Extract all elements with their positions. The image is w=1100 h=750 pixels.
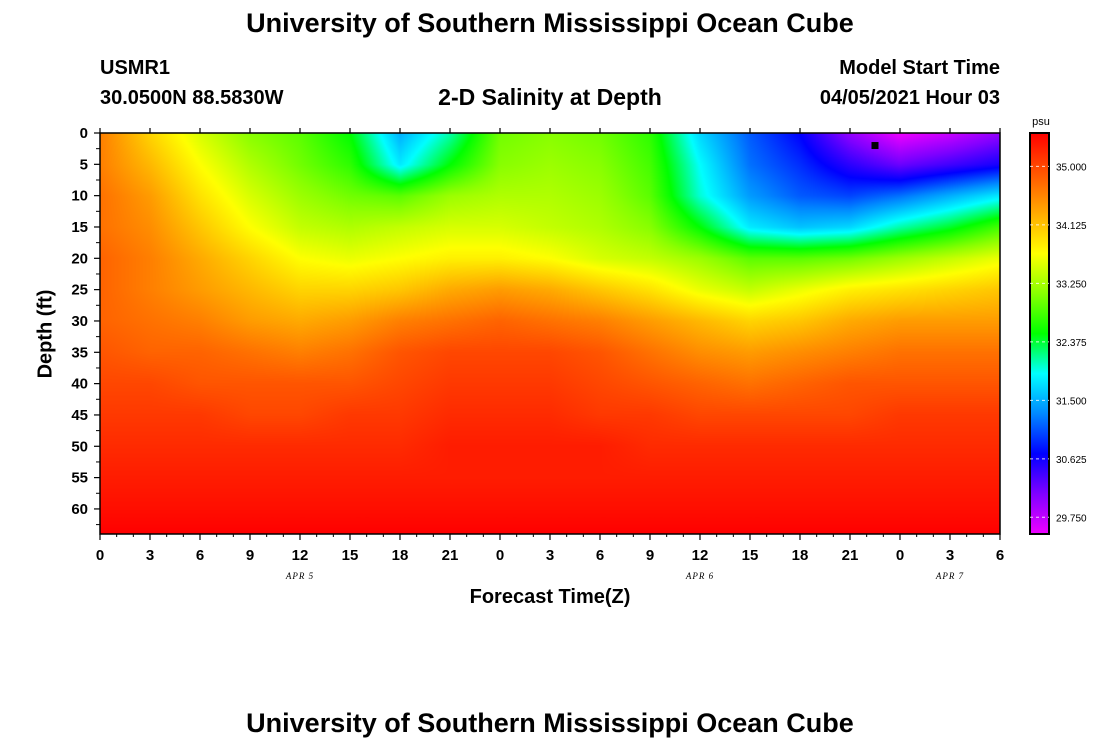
x-tick-label: 12	[692, 547, 709, 564]
y-tick-label: 30	[71, 313, 88, 330]
x-axis-label: Forecast Time(Z)	[469, 586, 631, 608]
x-axis: 0 3 6 9 12 15 18 21 0 3 6 9 12 15 18 21 0 3 6	[96, 128, 1004, 564]
date-label: APR 6	[685, 571, 714, 581]
colorbar-bar	[1029, 132, 1050, 535]
x-tick-label: 21	[442, 547, 459, 564]
date-labels: APR 5 APR 6 APR 7	[285, 571, 964, 581]
station-id: USMR1	[100, 57, 171, 79]
x-tick-label: 9	[646, 547, 654, 564]
date-label: APR 7	[935, 571, 964, 581]
station-coordinates: 30.0500N 88.5830W	[100, 87, 284, 109]
station-marker	[871, 142, 879, 150]
y-tick-label: 60	[71, 501, 88, 518]
x-tick-label: 21	[842, 547, 859, 564]
x-tick-label: 0	[96, 547, 104, 564]
x-tick-label: 3	[546, 547, 554, 564]
x-tick-label: 18	[792, 547, 809, 564]
colorbar-tick-label: 35.000	[1056, 162, 1087, 173]
colorbar-tick-label: 32.375	[1056, 338, 1087, 349]
x-tick-label: 12	[292, 547, 309, 564]
colorbar-tick-label: 30.625	[1056, 455, 1087, 466]
colorbar-tick-label: 34.125	[1056, 221, 1087, 232]
heatmap-field	[100, 133, 1000, 534]
colorbar-tick-label: 29.750	[1056, 513, 1087, 524]
y-tick-label: 50	[71, 438, 88, 455]
y-tick-label: 15	[71, 219, 88, 236]
model-start-time: 04/05/2021 Hour 03	[819, 87, 1000, 109]
colorbar-tick-label: 33.250	[1056, 279, 1087, 290]
y-tick-label: 5	[80, 156, 88, 173]
footer-title: University of Southern Mississippi Ocean…	[246, 708, 854, 738]
model-start-label: Model Start Time	[839, 57, 1000, 79]
x-tick-label: 0	[496, 547, 504, 564]
x-tick-label: 0	[896, 547, 904, 564]
x-tick-label: 6	[996, 547, 1004, 564]
x-tick-label: 15	[342, 547, 359, 564]
x-tick-label: 3	[146, 547, 154, 564]
y-tick-label: 45	[71, 407, 88, 424]
y-tick-label: 35	[71, 344, 88, 361]
y-tick-label: 20	[71, 250, 88, 267]
colorbar: 35.000 34.125 33.250 32.375 31.500 30.625 29.7…	[1029, 116, 1087, 535]
colorbar-tick-label: 31.500	[1056, 396, 1087, 407]
y-axis: 0 5 10 15 20 25 30 35 40 45 50 55 60	[71, 125, 100, 526]
x-tick-label: 6	[596, 547, 604, 564]
y-tick-label: 55	[71, 470, 88, 487]
date-label: APR 5	[285, 571, 314, 581]
y-tick-label: 10	[71, 188, 88, 205]
colorbar-unit: psu	[1032, 116, 1050, 128]
x-tick-label: 15	[742, 547, 759, 564]
y-tick-label: 40	[71, 376, 88, 393]
y-tick-label: 25	[71, 282, 88, 299]
x-tick-label: 9	[246, 547, 254, 564]
x-tick-label: 18	[392, 547, 409, 564]
page-title: University of Southern Mississippi Ocean…	[246, 8, 854, 38]
x-tick-label: 6	[196, 547, 204, 564]
chart-title: 2-D Salinity at Depth	[438, 84, 662, 110]
x-tick-label: 3	[946, 547, 954, 564]
y-tick-label: 0	[80, 125, 88, 142]
